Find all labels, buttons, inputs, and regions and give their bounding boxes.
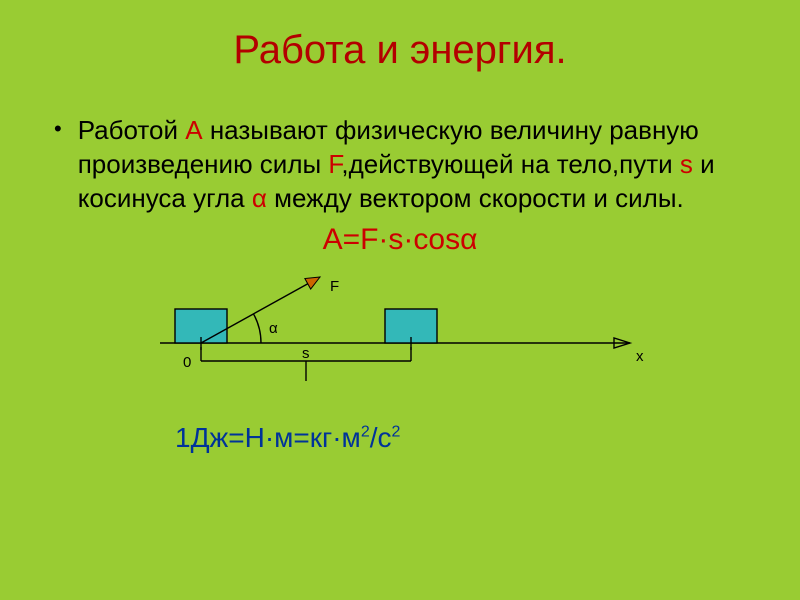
formula: A=F·s·cosα [0, 215, 800, 257]
svg-text:x: x [636, 348, 644, 365]
def-hl-alpha: α [252, 183, 267, 213]
svg-text:s: s [302, 345, 310, 362]
svg-text:F: F [330, 278, 339, 295]
units-sup2: 2 [392, 424, 401, 441]
def-hl-F: F [328, 149, 341, 179]
bullet-marker: • [54, 113, 62, 215]
units-text: 1Дж=Н·м=кг·м [175, 422, 361, 453]
definition-row: • Работой А называют физическую величину… [0, 91, 800, 215]
slide-title: Работа и энергия. [0, 0, 800, 91]
svg-text:α: α [269, 320, 278, 337]
def-post: между вектором скорости и силы. [267, 183, 684, 213]
definition-text: Работой А называют физическую величину р… [78, 113, 760, 215]
units-sup1: 2 [361, 424, 370, 441]
units-line: 1Дж=Н·м=кг·м2/с2 [0, 410, 800, 454]
def-mid2: ,действующей на тело,пути [341, 149, 679, 179]
svg-text:0: 0 [183, 354, 191, 371]
units-mid: /с [370, 422, 392, 453]
def-hl-A: А [185, 115, 202, 145]
def-pre1: Работой [78, 115, 186, 145]
def-hl-s: s [680, 149, 693, 179]
physics-diagram: 0 s α Fx [160, 265, 680, 410]
